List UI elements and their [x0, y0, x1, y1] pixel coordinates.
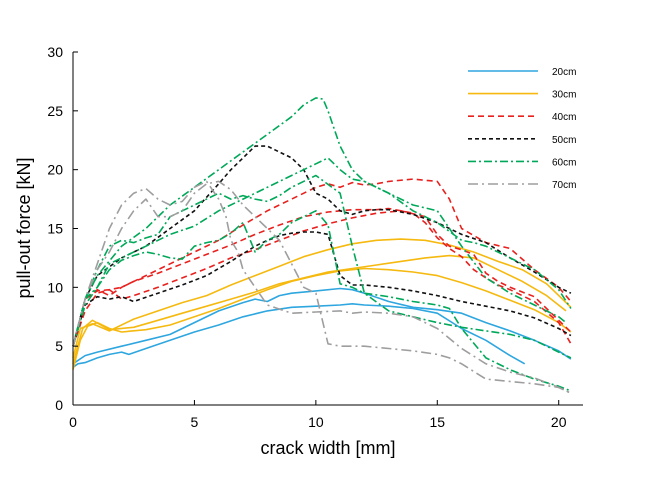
x-tick-label: 10: [308, 414, 324, 430]
series-line-40cm-2: [72, 207, 572, 347]
series-line-50cm-1: [72, 231, 572, 347]
series-line-40cm-1: [72, 210, 572, 347]
y-tick-label: 10: [47, 279, 63, 295]
x-tick-label: 0: [69, 414, 77, 430]
series-line-70cm-2: [72, 180, 572, 394]
series-line-30cm-3: [72, 238, 572, 359]
y-tick-label: 20: [47, 162, 63, 178]
y-axis-title: pull-out force [kN]: [14, 157, 34, 298]
x-axis-title: crack width [mm]: [260, 438, 395, 458]
plot-area: [72, 97, 572, 394]
series-line-70cm-1: [72, 180, 572, 394]
series-line-60cm-3: [72, 210, 572, 392]
series-line-20cm-1: [72, 302, 526, 368]
y-tick-label: 0: [55, 397, 63, 413]
y-tick-label: 15: [47, 221, 63, 237]
legend: 20cm 30cm 40cm 50cm 60cm 70cm: [468, 67, 576, 191]
legend-label-30cm: 30cm: [552, 90, 576, 101]
legend-label-60cm: 60cm: [552, 157, 576, 168]
legend-label-40cm: 40cm: [552, 112, 576, 123]
x-tick-label: 5: [191, 414, 199, 430]
y-tick-label: 5: [55, 338, 63, 354]
y-tick-label: 30: [47, 44, 63, 60]
legend-label-70cm: 70cm: [552, 180, 576, 191]
series-line-30cm-2: [72, 254, 567, 365]
legend-label-50cm: 50cm: [552, 135, 576, 146]
series-line-50cm-2: [72, 145, 572, 347]
series-line-40cm-3: [72, 178, 572, 347]
legend-label-20cm: 20cm: [552, 67, 576, 78]
series-line-20cm-2: [72, 287, 572, 365]
axes: 0 5 10 15 20 25 30 0 5 10 15 20: [47, 44, 583, 430]
x-tick-label: 15: [429, 414, 445, 430]
series-line-60cm-2: [72, 174, 572, 359]
y-tick-label: 25: [47, 103, 63, 119]
x-tick-label: 20: [551, 414, 567, 430]
series-line-60cm-1: [72, 157, 567, 347]
